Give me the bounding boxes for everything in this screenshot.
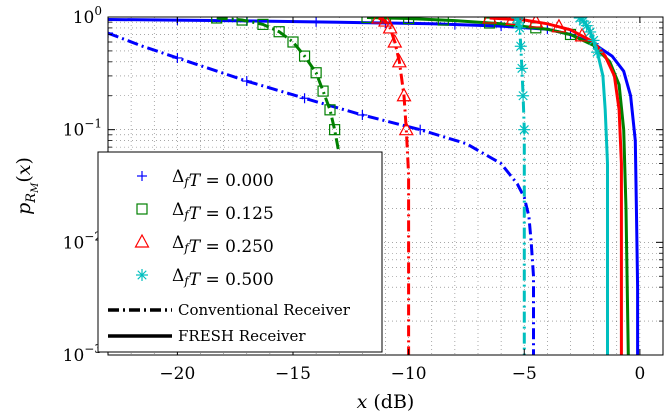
series-7 [573, 17, 609, 355]
square-marker [317, 85, 329, 97]
square-marker [236, 17, 248, 26]
legend-label: ΔfT = 0.000 [172, 167, 274, 191]
asterisk-marker [514, 23, 525, 33]
asterisk-marker [588, 35, 599, 46]
series-2 [211, 17, 341, 175]
series-line [377, 17, 411, 355]
triangle-marker [551, 18, 567, 33]
square-marker [324, 104, 336, 116]
asterisk-marker [516, 41, 526, 51]
y-tick-label: 10−2 [63, 229, 102, 253]
legend-line-label: FRESH Receiver [178, 327, 306, 345]
asterisk-marker [578, 17, 588, 26]
series-line [216, 17, 341, 175]
legend-line-label: Conventional Receiver [178, 301, 351, 319]
legend-box [97, 151, 383, 353]
asterisk-marker [582, 20, 592, 31]
triangle-marker [396, 87, 412, 102]
asterisk-marker [513, 18, 524, 28]
triangle-marker [482, 17, 498, 24]
square-marker [310, 67, 322, 79]
series-4 [371, 17, 414, 355]
asterisk-marker [518, 91, 528, 101]
square-marker [211, 17, 223, 24]
triangle-marker [134, 233, 150, 248]
series-layer [108, 17, 640, 355]
square-marker [287, 36, 299, 48]
triangle-marker [574, 27, 590, 42]
square-marker [257, 18, 269, 30]
series-line [366, 17, 630, 355]
asterisk-marker [512, 17, 520, 23]
series-0 [108, 28, 535, 355]
square-marker [437, 17, 449, 26]
x-tick-label: −15 [275, 364, 311, 384]
x-tick-label: −5 [512, 364, 537, 384]
square-marker [136, 203, 148, 215]
legend-entry: ΔfT = 0.250 [134, 233, 274, 257]
x-tick-label: −20 [159, 364, 195, 384]
legend-entry: ΔfT = 0.500 [136, 266, 274, 290]
legend: ΔfT = 0.000 ΔfT = 0.125 ΔfT = 0.250 ΔfT = 0… [97, 151, 383, 353]
square-marker [329, 124, 341, 136]
legend-line-entry: FRESH Receiver [108, 327, 306, 345]
y-tick-label: 10−1 [63, 117, 102, 141]
triangle-marker [398, 121, 414, 136]
legend-label: ΔfT = 0.125 [172, 200, 274, 224]
square-marker [298, 50, 311, 62]
asterisk-marker [592, 47, 602, 57]
x-axis-title: x (dB) [357, 391, 415, 413]
triangle-marker [387, 33, 403, 48]
triangle-marker [528, 17, 544, 28]
asterisk-marker [585, 27, 595, 37]
x-tick-label: 0 [634, 364, 645, 384]
asterisk-marker [137, 270, 147, 280]
triangle-marker [391, 53, 407, 68]
y-tick-label: 100 [73, 4, 102, 28]
triangle-marker [377, 17, 394, 27]
legend-label: ΔfT = 0.500 [172, 266, 274, 290]
asterisk-marker [519, 124, 529, 135]
x-tick-label: −10 [391, 364, 427, 384]
legend-entry: ΔfT = 0.000 [137, 167, 274, 191]
asterisk-marker [517, 63, 527, 74]
square-marker [403, 17, 415, 25]
legend-label: ΔfT = 0.250 [172, 233, 274, 257]
series-3 [361, 17, 630, 355]
series-5 [482, 17, 623, 355]
y-tick-label: 10−3 [63, 342, 102, 366]
legend-line-entry: Conventional Receiver [108, 301, 351, 319]
y-axis-title: pRM(x) [13, 157, 41, 215]
triangle-marker [371, 17, 387, 24]
series-6 [511, 17, 531, 355]
triangle-marker [382, 19, 398, 34]
series-line [578, 17, 609, 355]
square-marker [273, 26, 285, 38]
legend-entry: ΔfT = 0.125 [136, 200, 274, 224]
